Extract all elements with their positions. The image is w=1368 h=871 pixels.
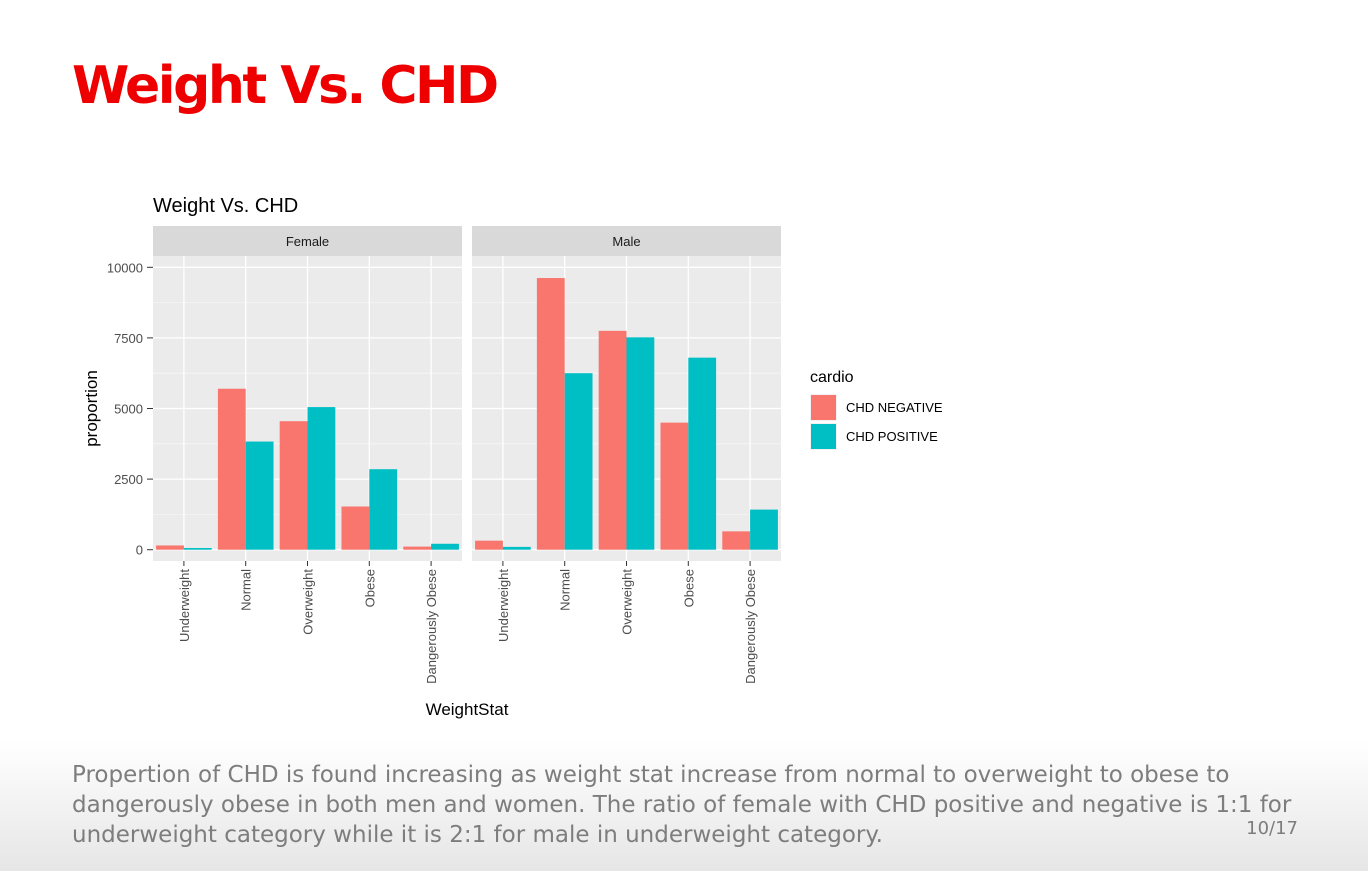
bar-male-chd-positive bbox=[626, 337, 655, 550]
facet-label-female: Female bbox=[286, 234, 329, 249]
footer-band bbox=[0, 740, 1368, 871]
facet-strip-male bbox=[472, 226, 781, 256]
slide-caption: Propertion of CHD is found increasing as… bbox=[72, 762, 1292, 848]
bar-male-chd-negative bbox=[722, 531, 751, 550]
bar-male-chd-positive bbox=[750, 509, 778, 550]
x-tick-label: Underweight bbox=[496, 569, 511, 642]
y-tick-label: 0 bbox=[136, 543, 143, 558]
y-tick-label: 7500 bbox=[114, 331, 143, 346]
bar-female-chd-negative bbox=[156, 545, 184, 550]
legend-item-label: CHD POSITIVE bbox=[846, 429, 938, 444]
legend-swatch bbox=[811, 424, 836, 449]
y-tick-label: 5000 bbox=[114, 402, 143, 417]
legend-title: cardio bbox=[810, 369, 854, 386]
chart-container: Weight Vs. CHD 0 2500 5000 7500 10000 proporti… bbox=[70, 185, 990, 725]
bar-female-chd-negative bbox=[403, 546, 432, 550]
chart-title: Weight Vs. CHD bbox=[153, 195, 298, 217]
bar-female-chd-positive bbox=[245, 441, 274, 550]
bar-male-chd-positive bbox=[502, 546, 531, 550]
x-axis-label: WeightStat bbox=[426, 700, 509, 719]
facet-strip-female bbox=[153, 226, 462, 256]
y-tick-label: 2500 bbox=[114, 472, 143, 487]
bar-male-chd-negative bbox=[598, 330, 627, 550]
facet-label-male: Male bbox=[612, 234, 640, 249]
bar-female-chd-negative bbox=[341, 506, 370, 550]
bar-male-chd-negative bbox=[660, 422, 689, 550]
y-axis-label: proportion bbox=[82, 370, 101, 447]
x-tick-label: Normal bbox=[239, 569, 254, 611]
legend-swatch bbox=[811, 395, 836, 420]
x-tick-label: Dangerously Obese bbox=[424, 569, 439, 684]
bar-female-chd-positive bbox=[307, 407, 336, 550]
x-tick-label: Overweight bbox=[301, 569, 316, 635]
x-tick-label: Underweight bbox=[177, 569, 192, 642]
x-tick-label: Obese bbox=[681, 569, 696, 607]
bar-female-chd-positive bbox=[183, 548, 212, 550]
x-tick-label: Normal bbox=[558, 569, 573, 611]
bar-male-chd-positive bbox=[688, 357, 717, 550]
bar-female-chd-negative bbox=[217, 388, 246, 550]
bar-male-chd-positive bbox=[564, 373, 593, 550]
bar-male-chd-negative bbox=[475, 540, 503, 550]
y-tick-label: 10000 bbox=[107, 260, 143, 275]
faceted-bar-chart: Weight Vs. CHD 0 2500 5000 7500 10000 proporti… bbox=[82, 195, 943, 719]
bar-female-chd-negative bbox=[279, 421, 308, 550]
legend-item-label: CHD NEGATIVE bbox=[846, 400, 943, 415]
x-tick-label: Obese bbox=[362, 569, 377, 607]
slide-title: Weight Vs. CHD bbox=[72, 56, 499, 116]
bar-female-chd-positive bbox=[431, 543, 459, 550]
x-tick-label: Dangerously Obese bbox=[743, 569, 758, 684]
bar-male-chd-negative bbox=[536, 278, 565, 550]
bar-female-chd-positive bbox=[369, 469, 398, 550]
x-tick-label: Overweight bbox=[620, 569, 635, 635]
page-number: 10/17 bbox=[1246, 818, 1298, 839]
